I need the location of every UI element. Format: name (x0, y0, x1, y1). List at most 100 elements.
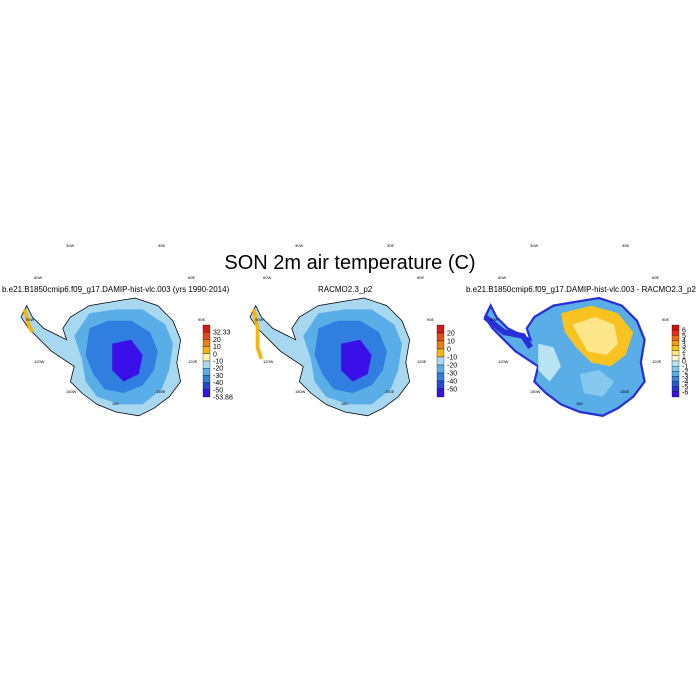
colorbar-swatch (671, 360, 680, 367)
colorbar-label: -50 (213, 387, 223, 394)
lon-label: 60W (263, 275, 271, 280)
colorbar-label: 3 (682, 343, 686, 350)
colorbar-swatch (202, 368, 211, 376)
colorbar-swatch (671, 350, 680, 357)
colorbar-swatch (436, 372, 445, 382)
lon-label: 90W (490, 317, 498, 322)
colorbar-swatch (436, 388, 445, 398)
colorbar-swatch (671, 355, 680, 362)
colorbar-swatch (671, 345, 680, 351)
colorbar-label: -2 (682, 369, 688, 376)
colorbar-label: 0 (213, 351, 217, 358)
map-region-warm-core (572, 317, 618, 355)
colorbar-swatch (202, 324, 211, 333)
lon-label: 180 (576, 401, 583, 406)
colorbar-swatch (671, 335, 680, 341)
colorbar-swatch (671, 391, 680, 398)
figure-title: SON 2m air temperature (C) (224, 252, 476, 274)
lon-label: 120E (652, 359, 662, 364)
colorbar-swatch (436, 348, 445, 358)
colorbar-swatch (202, 346, 211, 354)
colorbar-swatch (202, 389, 211, 398)
colorbar-label: -3 (682, 374, 688, 381)
lon-label: 150W (295, 389, 306, 394)
lon-label: 180 (341, 401, 348, 406)
lon-label: 90E (662, 317, 669, 322)
colorbar-label: -4 (682, 379, 688, 386)
colorbar-swatch (202, 360, 211, 369)
map-panel-3 (483, 296, 646, 417)
colorbar-label: -40 (213, 380, 223, 387)
map-panel-1 (20, 297, 182, 417)
colorbar-label: 1 (682, 353, 686, 360)
colorbar-label: 20 (213, 337, 221, 344)
panel-3-title: b.e21.B1850cmip6.f09_g17.DAMIP-hist-vlc.… (466, 285, 696, 294)
colorbar-label: 4 (682, 338, 686, 345)
lon-label: 150W (66, 389, 77, 394)
colorbars: 32.3320100-10-20-30-40-50-53.8820100-10-… (202, 324, 688, 402)
colorbar-label: 0 (447, 347, 451, 354)
colorbar-swatch (202, 382, 211, 390)
colorbar-swatch (436, 324, 445, 334)
lon-label: 30W (530, 243, 538, 248)
colorbar-swatch (671, 376, 680, 382)
colorbar-swatch (202, 353, 211, 362)
lon-label: 90E (427, 317, 434, 322)
lon-label: 60W (498, 275, 506, 280)
lon-label: 60E (188, 275, 195, 280)
colorbar-label: 5 (682, 333, 686, 340)
lon-label: 180 (112, 401, 119, 406)
colorbar-label: 32.33 (213, 330, 231, 337)
lon-label: 30W (66, 243, 74, 248)
map-panel-2 (249, 297, 411, 417)
colorbar-label: -20 (447, 363, 457, 370)
panel-1-title: b.e21.B1850cmip6.f09_g17.DAMIP-hist-vlc.… (2, 285, 230, 294)
colorbar-swatch (436, 332, 445, 342)
lon-label: 150E (385, 389, 395, 394)
colorbar-label: -20 (213, 366, 223, 373)
colorbar-swatch (436, 356, 445, 366)
lon-label: 90E (198, 317, 205, 322)
colorbar-label: -30 (447, 371, 457, 378)
colorbar-swatch (671, 381, 680, 387)
lon-label: 60E (417, 275, 424, 280)
colorbar-label: -53.88 (213, 395, 233, 402)
lon-label: 150E (620, 389, 630, 394)
colorbar-swatch (436, 364, 445, 374)
colorbar-label: -1 (682, 364, 688, 371)
colorbar-swatch (671, 365, 680, 372)
colorbar-label: -50 (447, 387, 457, 394)
colorbar-label: 0 (682, 359, 686, 366)
lon-label: 90W (26, 317, 34, 322)
colorbar-label: -10 (213, 359, 223, 366)
colorbar-swatch (671, 386, 680, 393)
map-labels: 30W 30E 60W 60E 90W 90E 120W 120E 150W 150E 180 30W… (26, 243, 669, 406)
colorbar-swatch (671, 329, 680, 336)
colorbar-label: -5 (682, 384, 688, 391)
colorbar-label: 10 (447, 339, 455, 346)
colorbar-swatch (202, 339, 211, 347)
map-region-cool-2 (580, 370, 615, 397)
colorbar-swatch (202, 332, 211, 340)
colorbar-swatch (671, 371, 680, 377)
colorbar-swatch (671, 340, 680, 346)
colorbar-swatch (436, 380, 445, 390)
colorbar-label: -10 (447, 355, 457, 362)
lon-label: 150W (530, 389, 541, 394)
map-region-peninsula (483, 314, 533, 349)
lon-label: 120W (34, 359, 45, 364)
colorbar-label: 2 (682, 348, 686, 355)
colorbar-swatch (671, 324, 680, 331)
colorbar-swatch (436, 340, 445, 350)
map-region-peninsula (22, 308, 35, 334)
colorbar-label: 20 (447, 331, 455, 338)
lon-label: 120E (417, 359, 427, 364)
map-region-peninsula (251, 309, 264, 360)
colorbar-label: 10 (213, 344, 221, 351)
lon-label: 90W (255, 317, 263, 322)
lon-label: 150E (156, 389, 166, 394)
colorbar-label: -30 (213, 373, 223, 380)
colorbar-label: -40 (447, 379, 457, 386)
lon-label: 30E (158, 243, 165, 248)
